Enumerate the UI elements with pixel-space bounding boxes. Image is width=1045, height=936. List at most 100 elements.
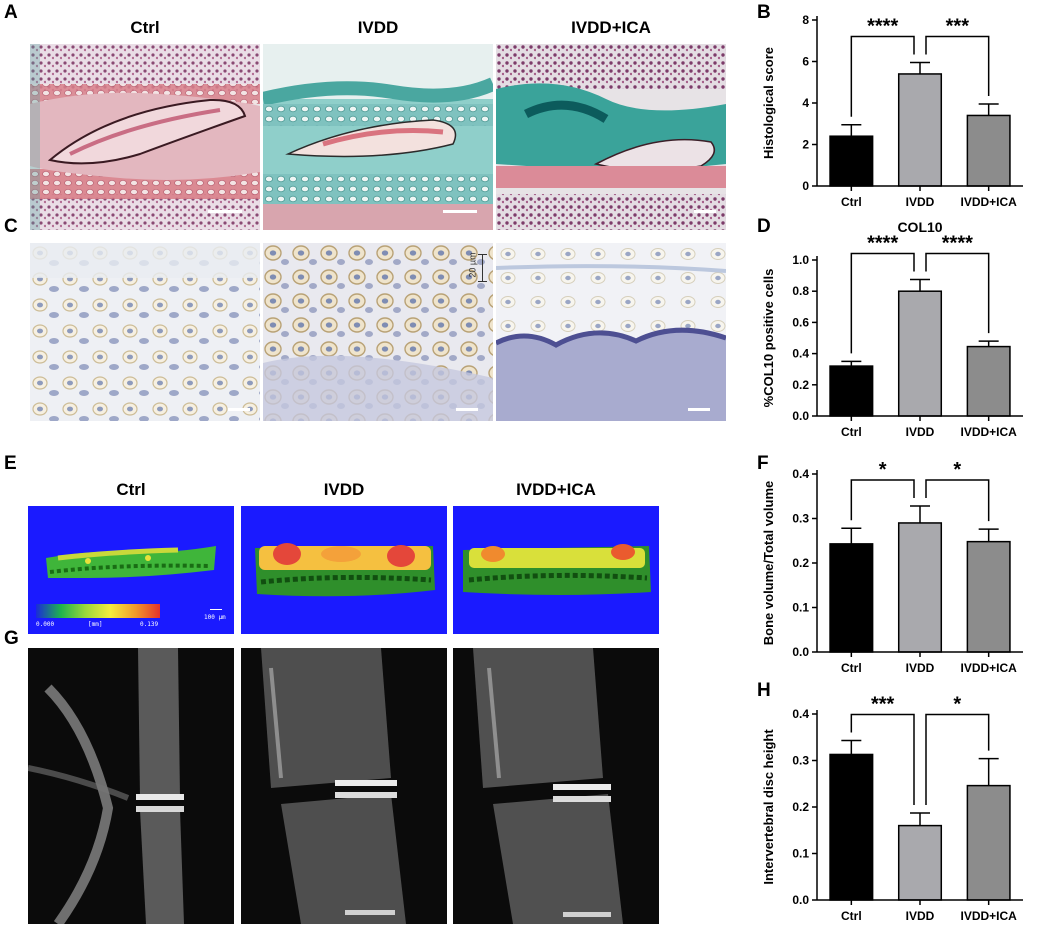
bar-ctrl	[829, 753, 874, 901]
panel-label-b: B	[757, 2, 771, 23]
x-tick-label: IVDD+ICA	[960, 195, 1017, 209]
y-tick-label: 1.0	[792, 253, 809, 267]
y-tick-label: 0.1	[792, 847, 809, 861]
y-tick-label: 0.4	[792, 707, 809, 721]
scale-bar-c-ivdd	[456, 408, 478, 411]
significance-label: ***	[871, 694, 895, 716]
y-tick-label: 0.1	[792, 601, 809, 615]
panel-label-c: C	[4, 216, 18, 237]
microct-map-ctrl: 0.000 [mm] 0.139 100 µm	[28, 506, 234, 634]
y-tick-label: 0.3	[792, 512, 809, 526]
panel-label-a: A	[4, 2, 18, 23]
scale-bar-a-ctrl	[208, 210, 242, 213]
panel-label-g: G	[4, 628, 19, 649]
microct-scale-label: 100 µm	[204, 614, 226, 621]
significance-bracket	[850, 479, 915, 521]
x-tick-label: IVDD	[906, 195, 935, 209]
bar-ctrl	[829, 135, 874, 187]
y-tick-label: 0	[802, 179, 809, 193]
x-tick-label: Ctrl	[841, 195, 862, 209]
x-tick-label: Ctrl	[841, 909, 862, 923]
y-tick-label: 0.2	[792, 800, 809, 814]
y-tick-label: 0.4	[792, 467, 809, 481]
significance-label: ****	[867, 233, 898, 255]
col10-ihc-image-ivdd-ica	[496, 243, 726, 421]
y-tick-label: 0.4	[792, 347, 809, 361]
significance-bracket	[850, 252, 915, 354]
panel-label-h: H	[757, 680, 771, 701]
colorbar	[36, 604, 160, 618]
significance-bracket	[925, 252, 990, 334]
y-tick-label: 0.2	[792, 378, 809, 392]
histology-image-ivdd-ica	[496, 44, 726, 230]
scale-bar-20um: 20 µm	[468, 252, 488, 286]
colorbar-min-label: 0.000	[36, 621, 55, 628]
colorbar-max-label: 0.139	[140, 621, 159, 628]
y-tick-label: 4	[802, 96, 809, 110]
y-tick-label: 2	[802, 138, 809, 152]
significance-label: ****	[867, 16, 898, 38]
chart-title: COL10	[897, 219, 942, 235]
y-tick-label: 0.3	[792, 754, 809, 768]
significance-bracket	[925, 479, 990, 522]
xray-image-ivdd	[241, 648, 447, 924]
bar-ivdd-ica	[966, 345, 1011, 417]
y-axis-label: %COL10 positive cells	[761, 269, 776, 408]
panel-label-d: D	[757, 216, 771, 237]
scale-bar-20um-label: 20 µm	[467, 252, 478, 278]
significance-bracket	[925, 713, 990, 806]
bar-ivdd-ica	[966, 784, 1011, 901]
panel-label-e: E	[4, 453, 17, 474]
bar-chart-bone-volume: 0.0 0.1 0.2 0.3 0.4 Ctrl IVDD IVDD+ICA Bone volu…	[761, 459, 1023, 675]
significance-label: *	[953, 459, 961, 481]
x-tick-label: IVDD+ICA	[960, 909, 1017, 923]
significance-label: *	[953, 694, 961, 716]
scale-bar-a-ivdd	[443, 210, 477, 213]
panel-e-title-ctrl: Ctrl	[116, 480, 146, 499]
y-tick-label: 0.0	[792, 893, 809, 907]
y-axis-label: Histological score	[761, 47, 776, 159]
panel-e-title-ivdd: IVDD	[323, 480, 365, 499]
bar-ivdd	[897, 73, 943, 187]
x-tick-label: IVDD	[906, 661, 935, 675]
bar-ivdd	[897, 522, 943, 653]
y-axis-label: Bone volume/Total volume	[761, 481, 776, 645]
panel-a-title-ctrl: Ctrl	[130, 18, 160, 37]
bar-ctrl	[829, 365, 874, 417]
bar-chart-disc-height: 0.0 0.1 0.2 0.3 0.4 Ctrl IVDD IVDD+ICA Intervert…	[761, 694, 1023, 923]
bar-chart-col10: COL10 0.0 0.2 0.4 0.6 0.8 1.0 Ctrl IVDD IVDD+ICA%…	[761, 219, 1023, 439]
significance-bracket	[925, 35, 990, 97]
colorbar-unit-label: [mm]	[88, 621, 103, 628]
significance-label: *	[879, 459, 887, 481]
x-tick-label: IVDD+ICA	[960, 661, 1017, 675]
col10-ihc-image-ctrl	[30, 243, 260, 421]
y-axis-label: Intervertebral disc height	[761, 729, 776, 885]
bar-ctrl	[829, 543, 874, 653]
y-tick-label: 0.2	[792, 556, 809, 570]
significance-bracket	[850, 713, 915, 806]
bar-chart-histological-score: 0 2 4 6 8 Ctrl IVDD IVDD+ICA Histological score *…	[761, 13, 1023, 209]
x-tick-label: Ctrl	[841, 425, 862, 439]
y-tick-label: 6	[802, 55, 809, 69]
panel-e-title-ivdd-ica: IVDD+ICA	[516, 480, 596, 499]
x-tick-label: IVDD+ICA	[960, 425, 1017, 439]
scale-bar-c-ivdd-ica	[688, 408, 710, 411]
microct-map-ivdd-ica	[453, 506, 659, 634]
y-tick-label: 0.6	[792, 315, 809, 329]
microct-map-ivdd	[241, 506, 447, 634]
histology-image-ctrl	[30, 44, 260, 230]
significance-label: ***	[946, 16, 970, 38]
bar-ivdd-ica	[966, 540, 1011, 653]
bar-ivdd	[897, 824, 943, 901]
xray-image-ivdd-ica	[453, 648, 659, 924]
x-tick-label: Ctrl	[841, 661, 862, 675]
panel-a-title-ivdd-ica: IVDD+ICA	[571, 18, 651, 37]
panel-a-title-ivdd: IVDD	[357, 18, 399, 37]
bar-ivdd-ica	[966, 114, 1011, 187]
y-tick-label: 0.0	[792, 645, 809, 659]
scale-bar-a-ivdd-ica	[694, 210, 716, 213]
bar-ivdd	[897, 290, 943, 417]
x-tick-label: IVDD	[906, 425, 935, 439]
microct-scale-bar	[210, 609, 222, 610]
panel-label-f: F	[757, 453, 769, 474]
